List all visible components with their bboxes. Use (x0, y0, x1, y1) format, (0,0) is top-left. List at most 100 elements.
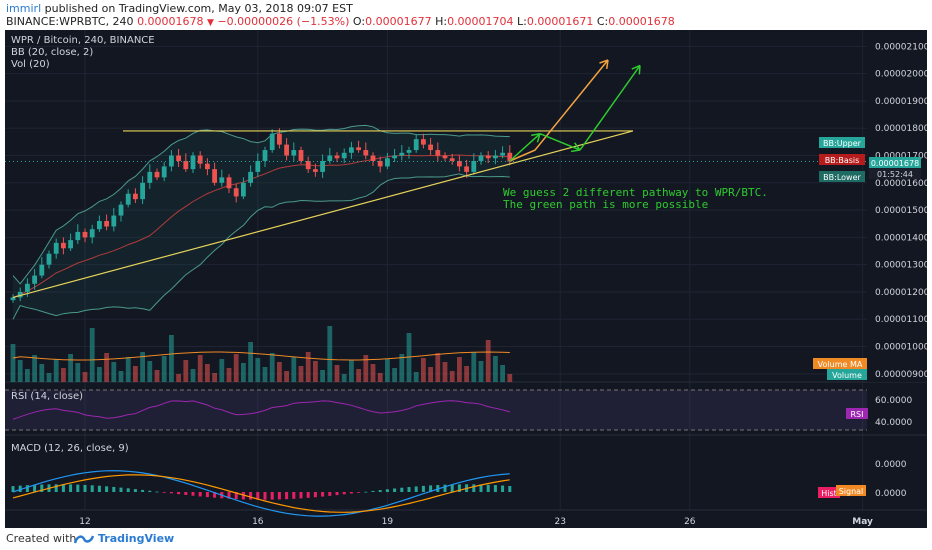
chart-area[interactable]: WPR / Bitcoin, 240, BINANCE BB (20, clos… (5, 30, 930, 528)
time-tick: 23 (554, 517, 565, 527)
macd-hist-bar (61, 484, 65, 492)
candle-body (298, 150, 304, 161)
close-value: 0.00001678 (608, 15, 675, 28)
volume-bar (385, 359, 390, 382)
macd-hist-bar (457, 484, 461, 492)
macd-hist-bar (508, 485, 512, 492)
bb-lower-label: BB:Lower (823, 173, 861, 182)
candle-body (356, 147, 361, 151)
chart-svg[interactable]: WPR / Bitcoin, 240, BINANCE BB (20, clos… (5, 30, 930, 528)
bollinger-bands (12, 124, 510, 320)
volume-bar (327, 326, 333, 382)
volume-bar (305, 352, 311, 382)
volume-label: Volume (832, 371, 862, 380)
candle-body (205, 163, 210, 170)
time-axis[interactable]: 1216192326May47101417 (79, 517, 927, 527)
rsi-label: RSI (851, 410, 864, 419)
green-path-arrow-2-head (570, 142, 581, 153)
rsi-tick-40: 40.0000 (875, 418, 912, 428)
legend-symbol: WPR / Bitcoin, 240, BINANCE (11, 35, 155, 46)
candle-body (169, 155, 174, 167)
footer-bar: Created with TradingView (0, 528, 932, 550)
volume-bar (89, 328, 95, 382)
candle-body (219, 177, 225, 183)
volume-bar (377, 373, 383, 382)
volume-bar (212, 373, 217, 382)
candle-body (363, 150, 369, 156)
macd-hist-bar (191, 492, 195, 496)
candle-body (97, 221, 102, 230)
volume-bar (449, 371, 455, 382)
candle-body (82, 231, 88, 238)
volume-ma-line (12, 351, 510, 361)
volume-bars (10, 326, 513, 382)
green-path-arrow-1-head (531, 132, 541, 143)
volume-bar (241, 363, 246, 382)
candle-body (413, 139, 419, 151)
volume-bar (284, 371, 289, 382)
symbol-label: BINANCE:WPRBTC, 240 (6, 15, 134, 28)
volume-bar (435, 353, 441, 382)
macd-hist-bar (364, 491, 368, 493)
price-axis-bg (867, 30, 927, 382)
volume-bar (334, 365, 340, 382)
candle-body (53, 242, 59, 254)
macd-hist-bar (177, 492, 181, 495)
volume-ma-label: Volume MA (818, 360, 863, 369)
volume-bar (97, 367, 102, 382)
orange-path-arrow (509, 59, 609, 162)
price-tick: 0.00001700 (875, 152, 927, 162)
volume-bar (53, 359, 59, 382)
candle-body (464, 166, 469, 172)
candle-body (471, 160, 477, 172)
candle-body (421, 139, 426, 145)
volume-bar (233, 354, 239, 382)
macd-tick-upper: 0.0000 (875, 460, 907, 470)
candle-body (118, 204, 124, 216)
candle-body (392, 155, 397, 159)
author-link[interactable]: immirl (6, 2, 42, 15)
volume-bar (269, 353, 275, 382)
macd-hist-bar (306, 492, 310, 498)
legend-vol: Vol (20) (11, 59, 50, 70)
close-label: C: (596, 15, 609, 28)
macd-hist-bar (83, 484, 87, 492)
signal-line (12, 474, 510, 513)
macd-hist-bar (414, 486, 418, 492)
candle-body (197, 155, 203, 164)
green-path-arrow-3-head (631, 64, 641, 75)
macd-hist-bar (119, 487, 123, 492)
macd-hist-bar (11, 486, 15, 492)
candle-body (262, 150, 268, 161)
volume-bar (356, 369, 361, 382)
price-axis[interactable]: 0.00002100 0.00002000 0.00001900 0.00001800… (867, 30, 930, 382)
time-tick: 12 (79, 517, 90, 527)
bb-lower-badge (819, 171, 865, 182)
macd-hist-bar (277, 492, 281, 500)
macd-hist-bar (227, 492, 231, 499)
candle-body (457, 160, 462, 167)
bb-basis-badge (819, 154, 865, 165)
volume-bar (133, 366, 138, 382)
volume-bar (485, 340, 491, 382)
price-tick: 0.00001500 (875, 206, 927, 216)
candle-body (61, 242, 66, 249)
created-with-text: Created with (6, 532, 77, 545)
candle-body (313, 169, 318, 172)
bb-lower-line (12, 173, 510, 320)
green-path-arrow-3 (579, 65, 641, 151)
bb-upper-label: BB:Upper (823, 139, 862, 148)
volume-ma-badge (813, 358, 867, 369)
candle-body (32, 275, 37, 284)
annotation-line-2: The green path is more possible (503, 198, 708, 211)
macd-hist-bar (479, 484, 483, 492)
candle-body (406, 150, 412, 153)
time-tick: May (852, 517, 873, 527)
last-price-label: 0.00001678 (871, 159, 919, 168)
volume-bar (428, 367, 433, 382)
candle-body (147, 171, 153, 183)
volume-bar (32, 355, 37, 382)
candle-body (190, 155, 196, 170)
volume-bar (104, 353, 109, 382)
tradingview-brand[interactable]: TradingView (98, 532, 175, 545)
